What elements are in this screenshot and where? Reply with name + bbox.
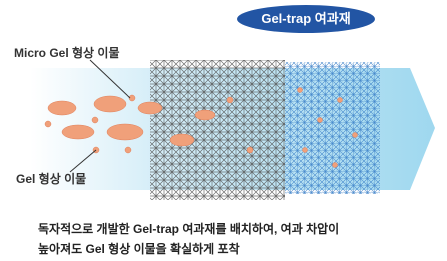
gray-mesh: [150, 60, 285, 200]
caption-line: 높아져도 Gel 형상 이물을 확실하게 포착: [38, 240, 240, 257]
diagram: Gel-trap 여과재 Micro Gel 형상 이물 Gel 형상 이물 독…: [0, 0, 447, 261]
badge: Gel-trap 여과재: [237, 5, 375, 33]
caption-line: 독자적으로 개발한 Gel-trap 여과재를 배치하여, 여과 차압이: [38, 220, 339, 237]
label: Micro Gel 형상 이물: [14, 44, 120, 61]
gel-trap-mesh: [285, 62, 380, 194]
label: Gel 형상 이물: [16, 170, 86, 187]
